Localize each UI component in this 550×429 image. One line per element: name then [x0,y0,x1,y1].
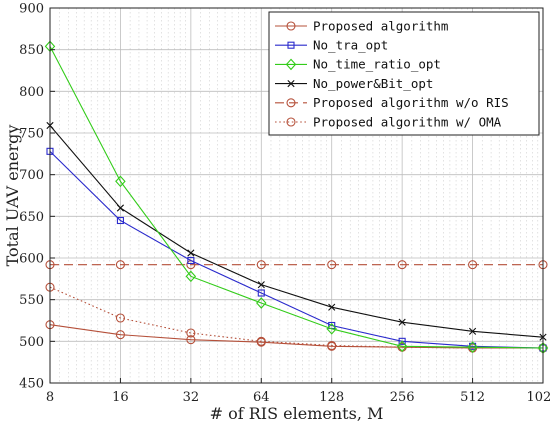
legend-entry: Proposed algorithm w/o RIS [275,95,509,110]
x-tick-label: 64 [253,390,270,405]
legend-label: No_time_ratio_opt [313,57,441,72]
legend-marker [287,41,295,49]
legend: Proposed algorithm No_tra_opt No_time_rati… [268,11,540,136]
legend-entry: No_time_ratio_opt [275,57,441,72]
series-4 [46,121,547,341]
series-line [49,150,544,349]
legend-entry: Proposed algorithm [275,18,448,33]
x-tick-label: 16 [112,390,129,405]
legend-label: Proposed algorithm [313,18,448,33]
y-tick-label: 750 [19,127,44,142]
y-tick-label: 550 [19,293,44,308]
legend-marker [286,21,296,31]
data-point-marker [397,260,407,270]
x-tick-label: 128 [319,390,344,405]
data-point-marker [257,281,265,289]
data-point-marker [187,256,195,265]
x-tick-label: 256 [390,390,415,405]
data-point-marker [256,297,267,309]
y-tick-label: 700 [19,168,44,183]
x-axis-title: # of RIS elements, M [210,404,384,423]
data-point-marker [115,175,126,188]
y-tick-label: 650 [19,210,44,225]
y-axis-title: Total UAV energy [3,125,22,267]
data-point-marker [257,289,265,297]
data-point-marker [187,249,195,257]
y-tick-label: 450 [19,377,44,392]
series-5 [45,260,548,270]
y-tick-label: 600 [19,252,44,267]
data-point-marker [256,260,266,270]
data-point-marker [186,335,196,345]
legend-marker [286,117,296,127]
legend-marker [286,98,296,108]
data-point-marker [468,327,477,335]
data-point-marker [469,342,477,350]
data-point-marker [327,260,337,270]
x-tick-label: 32 [183,390,200,405]
legend-entry: No_tra_opt [275,38,388,53]
data-point-marker [256,337,266,347]
legend-label: No_tra_opt [313,38,388,53]
series-line [49,324,543,349]
data-point-marker [116,204,125,212]
legend-label: Proposed algorithm w/o RIS [313,95,509,110]
legend-marker [287,80,295,88]
legend-box [268,11,540,136]
data-point-marker [185,270,197,283]
series-line [49,46,544,349]
data-point-marker [327,341,337,351]
data-point-marker [115,330,125,340]
data-point-marker [326,323,337,335]
x-tick-label: 512 [460,390,485,405]
data-point-marker [328,303,336,311]
data-point-marker [398,318,406,326]
series-line [49,125,544,338]
y-tick-label: 850 [19,43,44,58]
data-point-marker [396,340,408,353]
legend-entry: No_power&Bit_opt [275,76,433,91]
data-point-marker [468,260,478,270]
legend-marker [285,58,297,71]
legend-label: No_power&Bit_opt [313,76,433,91]
y-tick-label: 900 [19,2,44,17]
plot-area-frame [49,7,544,384]
data-point-marker [115,260,125,270]
y-tick-label: 800 [19,85,44,100]
data-point-marker [186,328,196,338]
legend-entry: Proposed algorithm w/ OMA [275,114,502,129]
data-point-marker [116,216,124,225]
x-tick-label: 8 [46,390,54,405]
y-tick-label: 500 [19,335,44,350]
series-line [49,286,543,349]
data-point-marker [115,313,125,323]
legend-label: Proposed algorithm w/ OMA [313,114,502,129]
data-point-marker [398,337,406,345]
data-point-marker [467,341,478,353]
